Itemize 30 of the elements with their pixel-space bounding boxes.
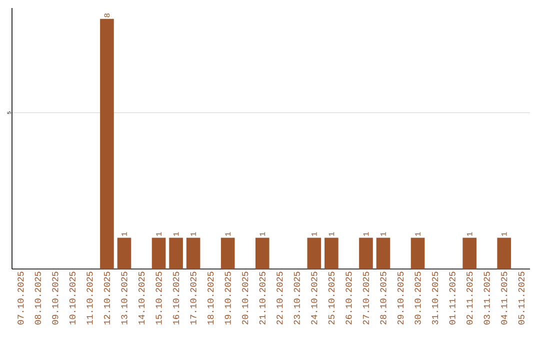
x-tick-label: 20.10.2025 — [242, 272, 248, 324]
x-tick-label: 01.11.2025 — [449, 272, 456, 324]
x-tick-label: 17.10.2025 — [190, 272, 196, 324]
x-tick-label: 03.11.2025 — [484, 272, 490, 324]
x-tick-label: 24.10.2025 — [311, 272, 318, 324]
x-tick-label: 02.11.2025 — [466, 272, 473, 324]
x-tick-label: 12.10.2025 — [104, 272, 110, 324]
x-tick-label: 26.10.2025 — [346, 272, 352, 324]
x-tick-label: 23.10.2025 — [294, 272, 300, 324]
x-tick-label: 16.10.2025 — [172, 272, 180, 324]
x-tick-label: 11.10.2025 — [86, 272, 93, 324]
x-tick-label: 21.10.2025 — [259, 272, 266, 324]
x-tick-label: 18.10.2025 — [208, 272, 214, 324]
x-tick-label: 09.10.2025 — [52, 272, 58, 324]
x-tick-label: 13.10.2025 — [121, 272, 128, 324]
x-tick-label: 25.10.2025 — [328, 272, 334, 324]
x-tick-label: 08.10.2025 — [34, 272, 41, 324]
x-tick-label: 04.11.2025 — [501, 272, 508, 324]
x-tick-label: 31.10.2025 — [432, 272, 438, 324]
x-tick-label: 05.11.2025 — [518, 272, 524, 324]
x-tick-label: 10.10.2025 — [69, 272, 76, 324]
x-tick-label: 15.10.2025 — [156, 272, 162, 324]
x-tick-label: 30.10.2025 — [414, 272, 421, 324]
x-tick-label: 27.10.2025 — [362, 272, 370, 324]
x-tick-label: 07.10.2025 — [18, 272, 24, 324]
x-tick-label: 22.10.2025 — [276, 272, 283, 324]
x-tick-label: 14.10.2025 — [138, 272, 145, 324]
x-tick-label: 19.10.2025 — [224, 272, 231, 324]
x-tick-label: 28.10.2025 — [380, 272, 386, 324]
x-tick-label: 29.10.2025 — [397, 272, 404, 324]
